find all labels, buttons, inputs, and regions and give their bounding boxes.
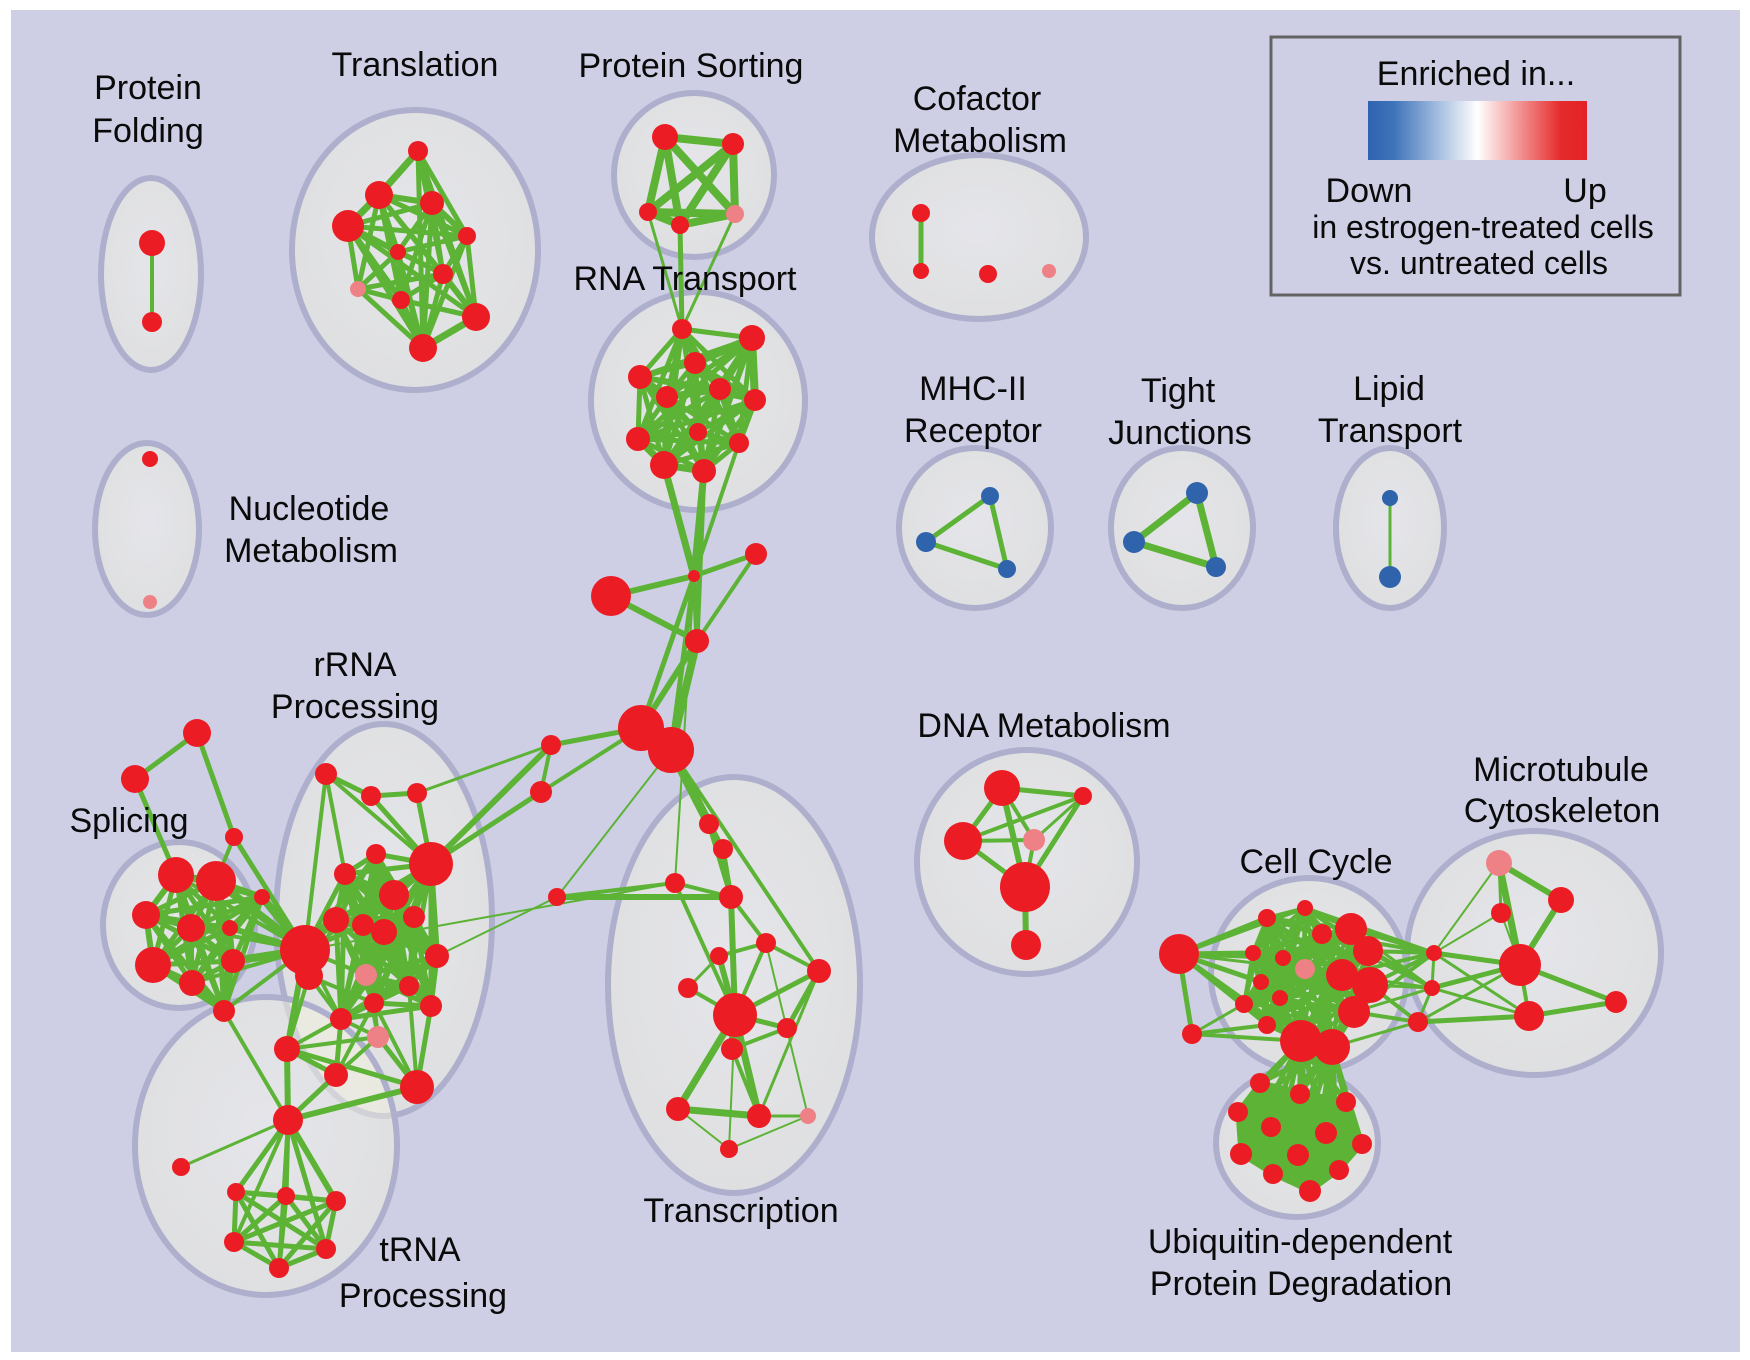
- svg-text:Ubiquitin-dependent: Ubiquitin-dependent: [1148, 1223, 1453, 1261]
- svg-text:Cytoskeleton: Cytoskeleton: [1464, 792, 1661, 830]
- svg-text:Splicing: Splicing: [69, 802, 188, 840]
- svg-text:Receptor: Receptor: [904, 412, 1042, 450]
- svg-text:Microtubule: Microtubule: [1473, 751, 1649, 789]
- svg-text:Down: Down: [1326, 172, 1413, 210]
- svg-text:Up: Up: [1563, 172, 1606, 210]
- svg-text:Cell Cycle: Cell Cycle: [1239, 843, 1392, 881]
- svg-text:Processing: Processing: [271, 688, 439, 726]
- svg-text:Cofactor: Cofactor: [913, 80, 1042, 118]
- svg-text:Tight: Tight: [1141, 372, 1216, 410]
- svg-text:Enriched in...: Enriched in...: [1377, 55, 1575, 93]
- svg-text:Lipid: Lipid: [1353, 370, 1425, 408]
- svg-text:Metabolism: Metabolism: [224, 532, 398, 570]
- svg-text:Processing: Processing: [339, 1277, 507, 1315]
- svg-text:rRNA: rRNA: [313, 646, 396, 684]
- svg-text:Protein Sorting: Protein Sorting: [579, 47, 804, 85]
- svg-text:Folding: Folding: [92, 112, 204, 150]
- svg-text:Protein Degradation: Protein Degradation: [1150, 1265, 1452, 1303]
- svg-text:RNA Transport: RNA Transport: [574, 260, 798, 298]
- svg-text:Nucleotide: Nucleotide: [229, 490, 390, 528]
- svg-text:Transport: Transport: [1318, 412, 1463, 450]
- svg-text:vs. untreated cells: vs. untreated cells: [1350, 245, 1608, 281]
- svg-text:Protein: Protein: [94, 69, 202, 107]
- svg-text:MHC-II: MHC-II: [919, 370, 1027, 408]
- svg-text:Metabolism: Metabolism: [893, 122, 1067, 160]
- svg-text:DNA Metabolism: DNA Metabolism: [917, 707, 1170, 745]
- svg-text:Junctions: Junctions: [1108, 414, 1252, 452]
- svg-text:in estrogen-treated cells: in estrogen-treated cells: [1312, 209, 1654, 245]
- svg-text:Transcription: Transcription: [643, 1192, 838, 1230]
- svg-text:Translation: Translation: [332, 46, 499, 84]
- svg-text:tRNA: tRNA: [379, 1231, 461, 1269]
